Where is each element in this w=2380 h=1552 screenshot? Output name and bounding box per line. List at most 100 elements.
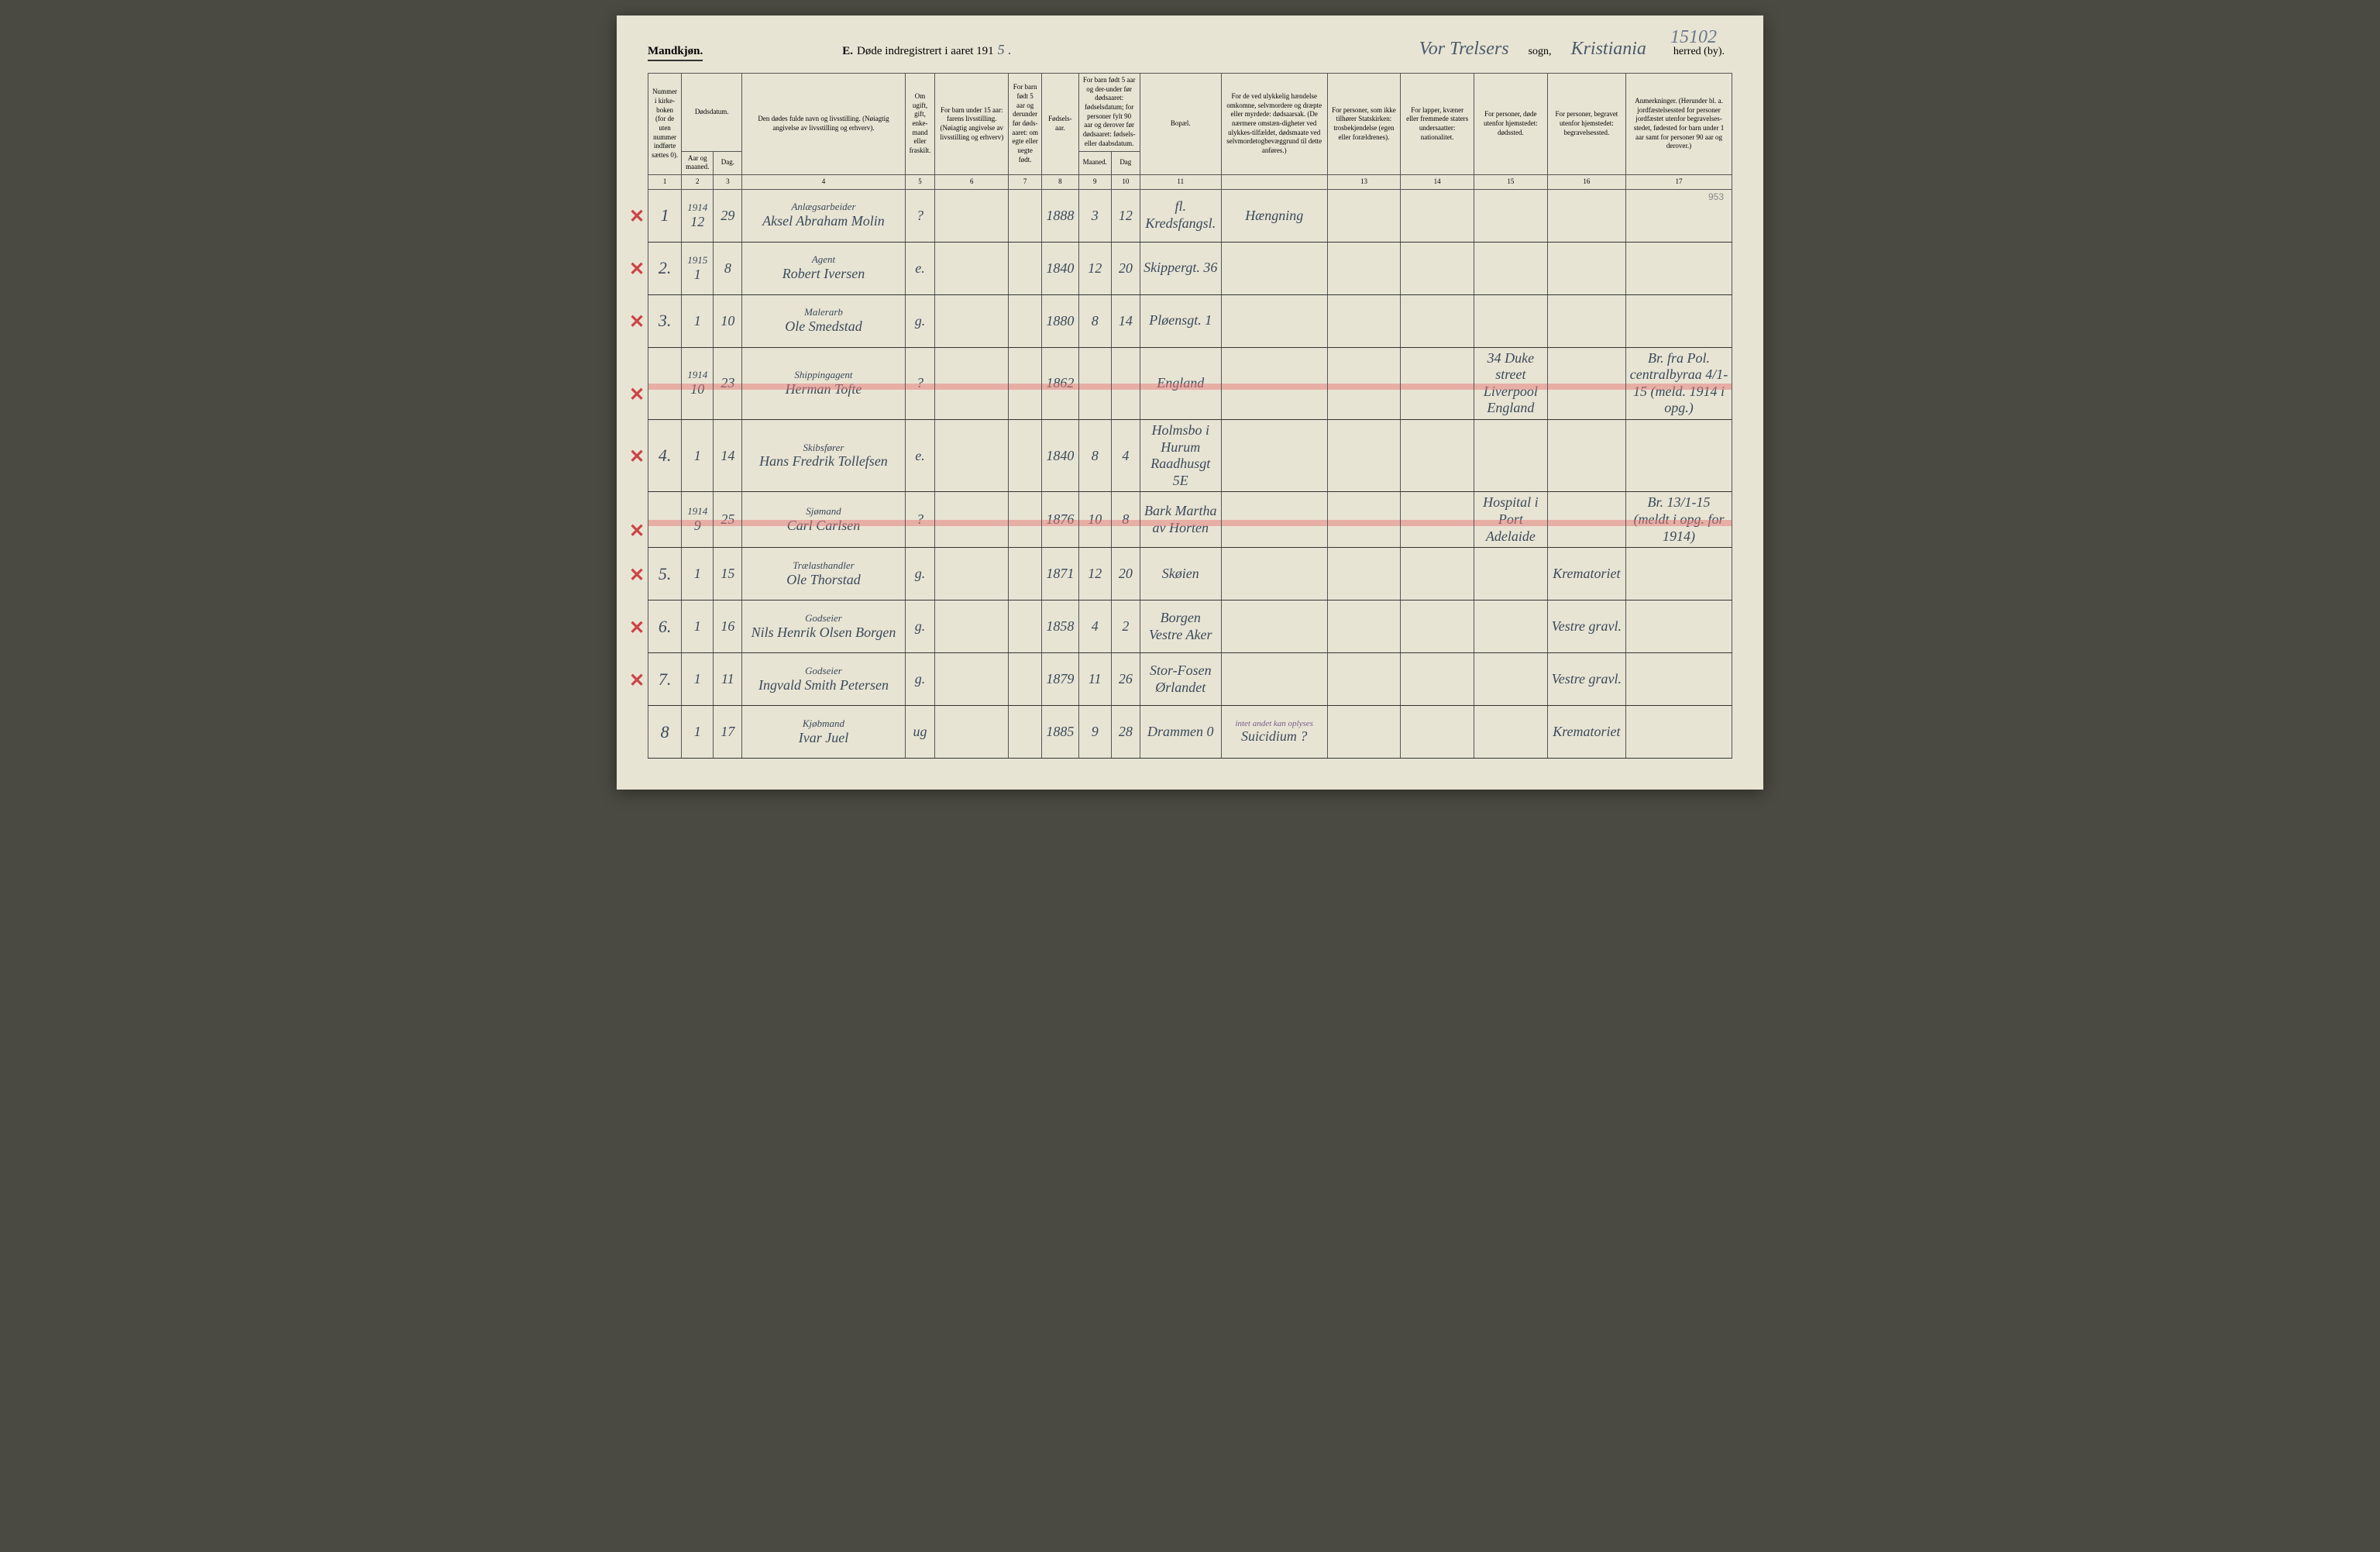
cell-bopael: Bark Martha av Horten xyxy=(1140,492,1221,548)
x-mark-icon: ✕ xyxy=(629,205,645,228)
cell-fd: 2 xyxy=(1111,600,1140,653)
cell-anm xyxy=(1626,419,1732,491)
cell-begrav: Vestre gravl. xyxy=(1547,653,1625,706)
cell-name: SkibsførerHans Fredrik Tollefsen xyxy=(742,419,905,491)
cn-12 xyxy=(1221,174,1327,189)
cell-fm: 4 xyxy=(1078,600,1111,653)
cell-day: 8 xyxy=(714,242,742,294)
cell-day: 15 xyxy=(714,548,742,600)
cell-faren xyxy=(935,548,1009,600)
col-2b: Aar og maaned. xyxy=(682,151,714,174)
cell-status: ug xyxy=(905,706,935,759)
cell-fm: 8 xyxy=(1078,294,1111,347)
cell-egte xyxy=(1009,294,1042,347)
cell-num: ✕5. xyxy=(648,548,682,600)
page-number: 15102 xyxy=(1670,27,1717,48)
cell-cause: intet andet kan oplysesSuicidium ? xyxy=(1221,706,1327,759)
cell-faar: 1885 xyxy=(1042,706,1078,759)
cell-month: 191410 xyxy=(682,347,714,419)
cell-dodssted xyxy=(1474,242,1548,294)
cn-5: 5 xyxy=(905,174,935,189)
cell-dodssted xyxy=(1474,706,1548,759)
cell-num: ✕4. xyxy=(648,419,682,491)
cell-day: 25 xyxy=(714,492,742,548)
cell-name: GodseierIngvald Smith Petersen xyxy=(742,653,905,706)
cell-fm: 12 xyxy=(1078,548,1111,600)
cell-bopael: Borgen Vestre Aker xyxy=(1140,600,1221,653)
cell-day: 17 xyxy=(714,706,742,759)
cn-4: 4 xyxy=(742,174,905,189)
cell-faren xyxy=(935,653,1009,706)
cell-fm: 11 xyxy=(1078,653,1111,706)
cell-nat xyxy=(1401,419,1474,491)
cell-faren xyxy=(935,706,1009,759)
table-header: Nummer i kirke-boken (for de uten nummer… xyxy=(648,74,1732,190)
cell-num: ✕2. xyxy=(648,242,682,294)
cell-tros xyxy=(1327,242,1401,294)
cell-anm xyxy=(1626,600,1732,653)
column-number-row: 1 2 3 4 5 6 7 8 9 10 11 13 14 15 16 17 xyxy=(648,174,1732,189)
cell-anm: Br. fra Pol. centralbyraa 4/1-15 (meld. … xyxy=(1626,347,1732,419)
cell-begrav xyxy=(1547,492,1625,548)
table-row: ✕3.110MalerarbOle Smedstadg.1880814Pløen… xyxy=(648,294,1732,347)
mandkjonn-label: Mandkjøn. xyxy=(648,45,703,61)
cn-15: 15 xyxy=(1474,174,1548,189)
cell-status: g. xyxy=(905,653,935,706)
cell-dodssted xyxy=(1474,548,1548,600)
cell-faren xyxy=(935,242,1009,294)
cell-name: MalerarbOle Smedstad xyxy=(742,294,905,347)
table-row: 8117KjøbmandIvar Juelug1885928Drammen 0i… xyxy=(648,706,1732,759)
cell-fd: 14 xyxy=(1111,294,1140,347)
table-row: ✕1914925SjømandCarl Carlsen?1876108Bark … xyxy=(648,492,1732,548)
cell-num: ✕ xyxy=(648,347,682,419)
cn-13: 13 xyxy=(1327,174,1401,189)
cell-anm xyxy=(1626,548,1732,600)
cell-faren xyxy=(935,294,1009,347)
cell-fm: 12 xyxy=(1078,242,1111,294)
cell-status: g. xyxy=(905,548,935,600)
col-9: For barn født 5 aar og der-under før død… xyxy=(1078,74,1140,152)
cell-faren xyxy=(935,600,1009,653)
cn-11: 11 xyxy=(1140,174,1221,189)
title-text: Døde indregistrert i aaret 191 xyxy=(857,45,994,58)
col-1: Nummer i kirke-boken (for de uten nummer… xyxy=(648,74,682,175)
x-mark-icon: ✕ xyxy=(629,258,645,280)
cell-anm xyxy=(1626,242,1732,294)
cell-cause xyxy=(1221,294,1327,347)
cell-cause xyxy=(1221,347,1327,419)
cell-month: 191412 xyxy=(682,189,714,242)
cell-fm: 3 xyxy=(1078,189,1111,242)
cell-name: KjøbmandIvar Juel xyxy=(742,706,905,759)
col-12: For de ved ulykkelig hændelse omkomne, s… xyxy=(1221,74,1327,175)
cell-tros xyxy=(1327,189,1401,242)
x-mark-icon: ✕ xyxy=(629,311,645,333)
cell-egte xyxy=(1009,189,1042,242)
cell-cause: Hængning xyxy=(1221,189,1327,242)
cell-tros xyxy=(1327,419,1401,491)
cell-tros xyxy=(1327,492,1401,548)
cn-2: 2 xyxy=(682,174,714,189)
cell-fd: 28 xyxy=(1111,706,1140,759)
cell-num: ✕ xyxy=(648,492,682,548)
cell-month: 19151 xyxy=(682,242,714,294)
cell-month: 1 xyxy=(682,294,714,347)
cell-status: ? xyxy=(905,189,935,242)
cell-fd: 12 xyxy=(1111,189,1140,242)
cell-faar: 1871 xyxy=(1042,548,1078,600)
col-14: For lapper, kvæner eller fremmede stater… xyxy=(1401,74,1474,175)
cell-tros xyxy=(1327,347,1401,419)
cell-faar: 1840 xyxy=(1042,419,1078,491)
cell-status: e. xyxy=(905,419,935,491)
cell-status: g. xyxy=(905,600,935,653)
cell-num: ✕7. xyxy=(648,653,682,706)
cell-faar: 1862 xyxy=(1042,347,1078,419)
cell-name: ShippingagentHerman Tofte xyxy=(742,347,905,419)
cell-begrav xyxy=(1547,294,1625,347)
table-row: ✕2.191518AgentRobert Iversene.18401220Sk… xyxy=(648,242,1732,294)
col-3: Dag. xyxy=(714,151,742,174)
cell-tros xyxy=(1327,294,1401,347)
cell-day: 16 xyxy=(714,600,742,653)
cell-faren xyxy=(935,189,1009,242)
register-page: 15102 Mandkjøn. E. Døde indregistrert i … xyxy=(617,15,1763,790)
cell-day: 29 xyxy=(714,189,742,242)
